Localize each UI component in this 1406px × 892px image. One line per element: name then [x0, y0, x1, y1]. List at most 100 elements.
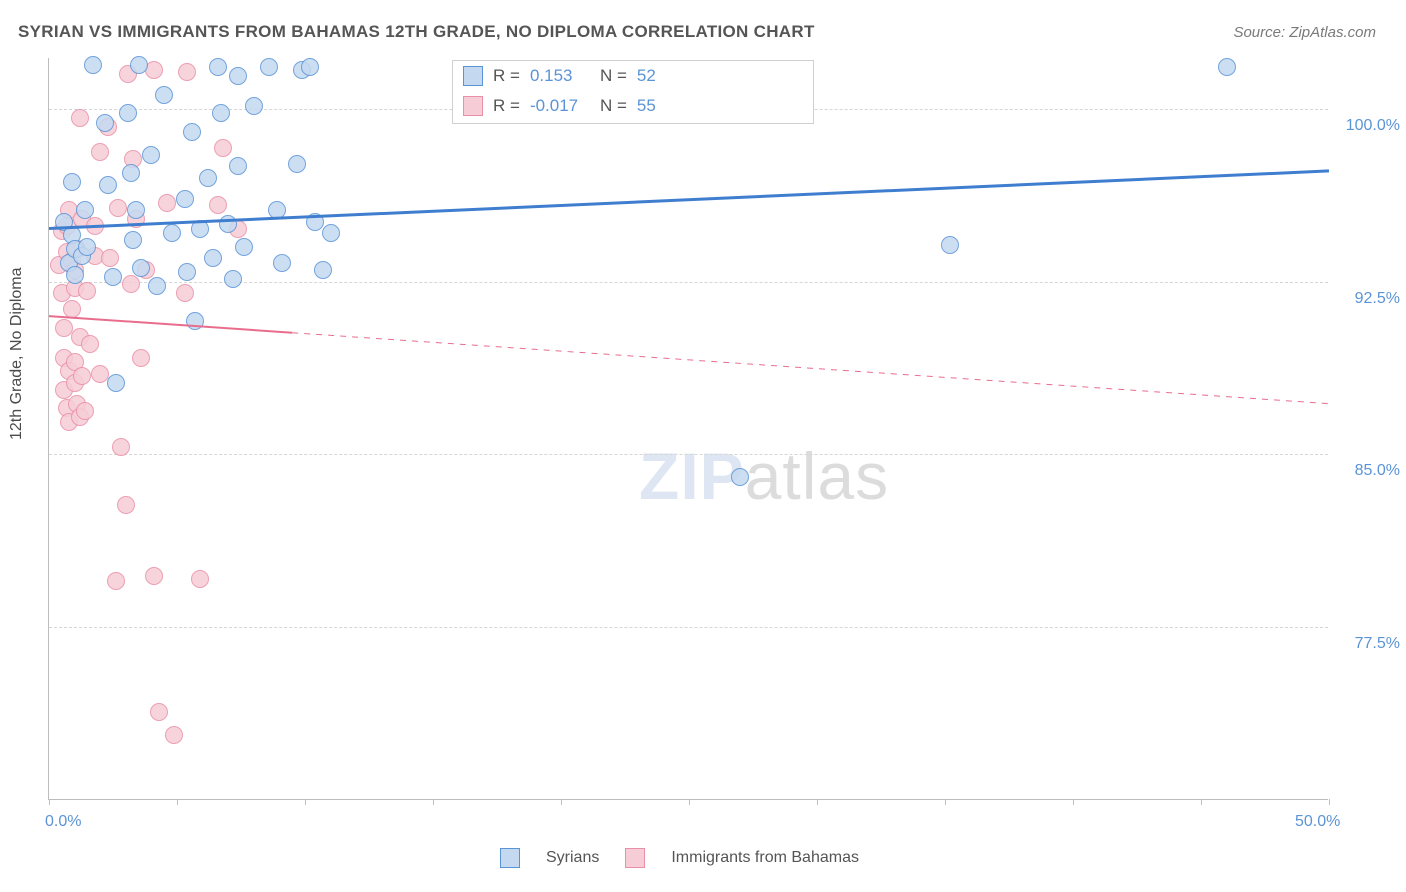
source-label: Source: ZipAtlas.com: [1233, 24, 1376, 41]
data-point: [268, 201, 286, 219]
data-point: [124, 231, 142, 249]
data-point: [150, 703, 168, 721]
data-point: [314, 261, 332, 279]
data-point: [229, 157, 247, 175]
data-point: [941, 236, 959, 254]
data-point: [145, 61, 163, 79]
data-point: [229, 67, 247, 85]
data-point: [101, 249, 119, 267]
data-point: [158, 194, 176, 212]
data-point: [273, 254, 291, 272]
x-tick-label: 50.0%: [1295, 813, 1340, 831]
gridline: [49, 627, 1328, 628]
x-tick-mark: [561, 799, 562, 805]
data-point: [209, 196, 227, 214]
data-point: [73, 367, 91, 385]
data-point: [301, 58, 319, 76]
data-point: [107, 572, 125, 590]
data-point: [132, 259, 150, 277]
x-tick-mark: [1201, 799, 1202, 805]
y-tick-label: 92.5%: [1336, 290, 1400, 308]
data-point: [142, 146, 160, 164]
data-point: [731, 468, 749, 486]
data-point: [109, 199, 127, 217]
legend-swatch-icon: [463, 96, 483, 116]
data-point: [209, 58, 227, 76]
data-point: [1218, 58, 1236, 76]
data-point: [178, 63, 196, 81]
data-point: [224, 270, 242, 288]
legend-n-label: N =: [600, 96, 627, 116]
correlation-legend: R = 0.153 N = 52 R = -0.017 N = 55: [452, 60, 814, 124]
plot-area: ZIPatlas 77.5%85.0%92.5%100.0%0.0%50.0%: [48, 58, 1328, 800]
data-point: [99, 176, 117, 194]
y-tick-label: 100.0%: [1336, 117, 1400, 135]
data-point: [130, 56, 148, 74]
data-point: [191, 570, 209, 588]
gridline: [49, 454, 1328, 455]
y-tick-label: 77.5%: [1336, 635, 1400, 653]
data-point: [176, 284, 194, 302]
data-point: [235, 238, 253, 256]
x-tick-mark: [1073, 799, 1074, 805]
data-point: [176, 190, 194, 208]
data-point: [191, 220, 209, 238]
data-point: [204, 249, 222, 267]
legend-n-value: 55: [637, 96, 656, 116]
data-point: [76, 402, 94, 420]
data-point: [183, 123, 201, 141]
data-point: [122, 164, 140, 182]
legend-r-value: -0.017: [530, 96, 590, 116]
data-point: [119, 104, 137, 122]
series-legend: Syrians Immigrants from Bahamas: [500, 848, 859, 868]
x-tick-mark: [177, 799, 178, 805]
data-point: [66, 266, 84, 284]
data-point: [104, 268, 122, 286]
x-tick-mark: [817, 799, 818, 805]
legend-row: R = -0.017 N = 55: [453, 91, 813, 121]
x-tick-mark: [305, 799, 306, 805]
x-tick-mark: [945, 799, 946, 805]
data-point: [122, 275, 140, 293]
data-point: [78, 282, 96, 300]
data-point: [78, 238, 96, 256]
y-axis-label: 12th Grade, No Diploma: [8, 267, 26, 440]
data-point: [322, 224, 340, 242]
x-tick-mark: [49, 799, 50, 805]
data-point: [86, 217, 104, 235]
data-point: [306, 213, 324, 231]
x-tick-mark: [433, 799, 434, 805]
legend-swatch-icon: [625, 848, 645, 868]
data-point: [81, 335, 99, 353]
legend-row: R = 0.153 N = 52: [453, 61, 813, 91]
data-point: [76, 201, 94, 219]
data-point: [214, 139, 232, 157]
legend-r-label: R =: [493, 66, 520, 86]
data-point: [107, 374, 125, 392]
data-point: [155, 86, 173, 104]
x-tick-mark: [1329, 799, 1330, 805]
data-point: [132, 349, 150, 367]
trend-line-dashed: [292, 333, 1329, 404]
data-point: [186, 312, 204, 330]
data-point: [199, 169, 217, 187]
data-point: [91, 143, 109, 161]
watermark: ZIPatlas: [639, 438, 889, 514]
data-point: [148, 277, 166, 295]
legend-r-label: R =: [493, 96, 520, 116]
data-point: [165, 726, 183, 744]
legend-n-value: 52: [637, 66, 656, 86]
data-point: [117, 496, 135, 514]
data-point: [178, 263, 196, 281]
data-point: [163, 224, 181, 242]
data-point: [63, 173, 81, 191]
legend-n-label: N =: [600, 66, 627, 86]
data-point: [84, 56, 102, 74]
data-point: [71, 109, 89, 127]
legend-series-a: Syrians: [546, 849, 599, 867]
data-point: [145, 567, 163, 585]
data-point: [127, 201, 145, 219]
data-point: [63, 300, 81, 318]
x-tick-label: 0.0%: [45, 813, 81, 831]
watermark-zip: ZIP: [639, 439, 745, 513]
